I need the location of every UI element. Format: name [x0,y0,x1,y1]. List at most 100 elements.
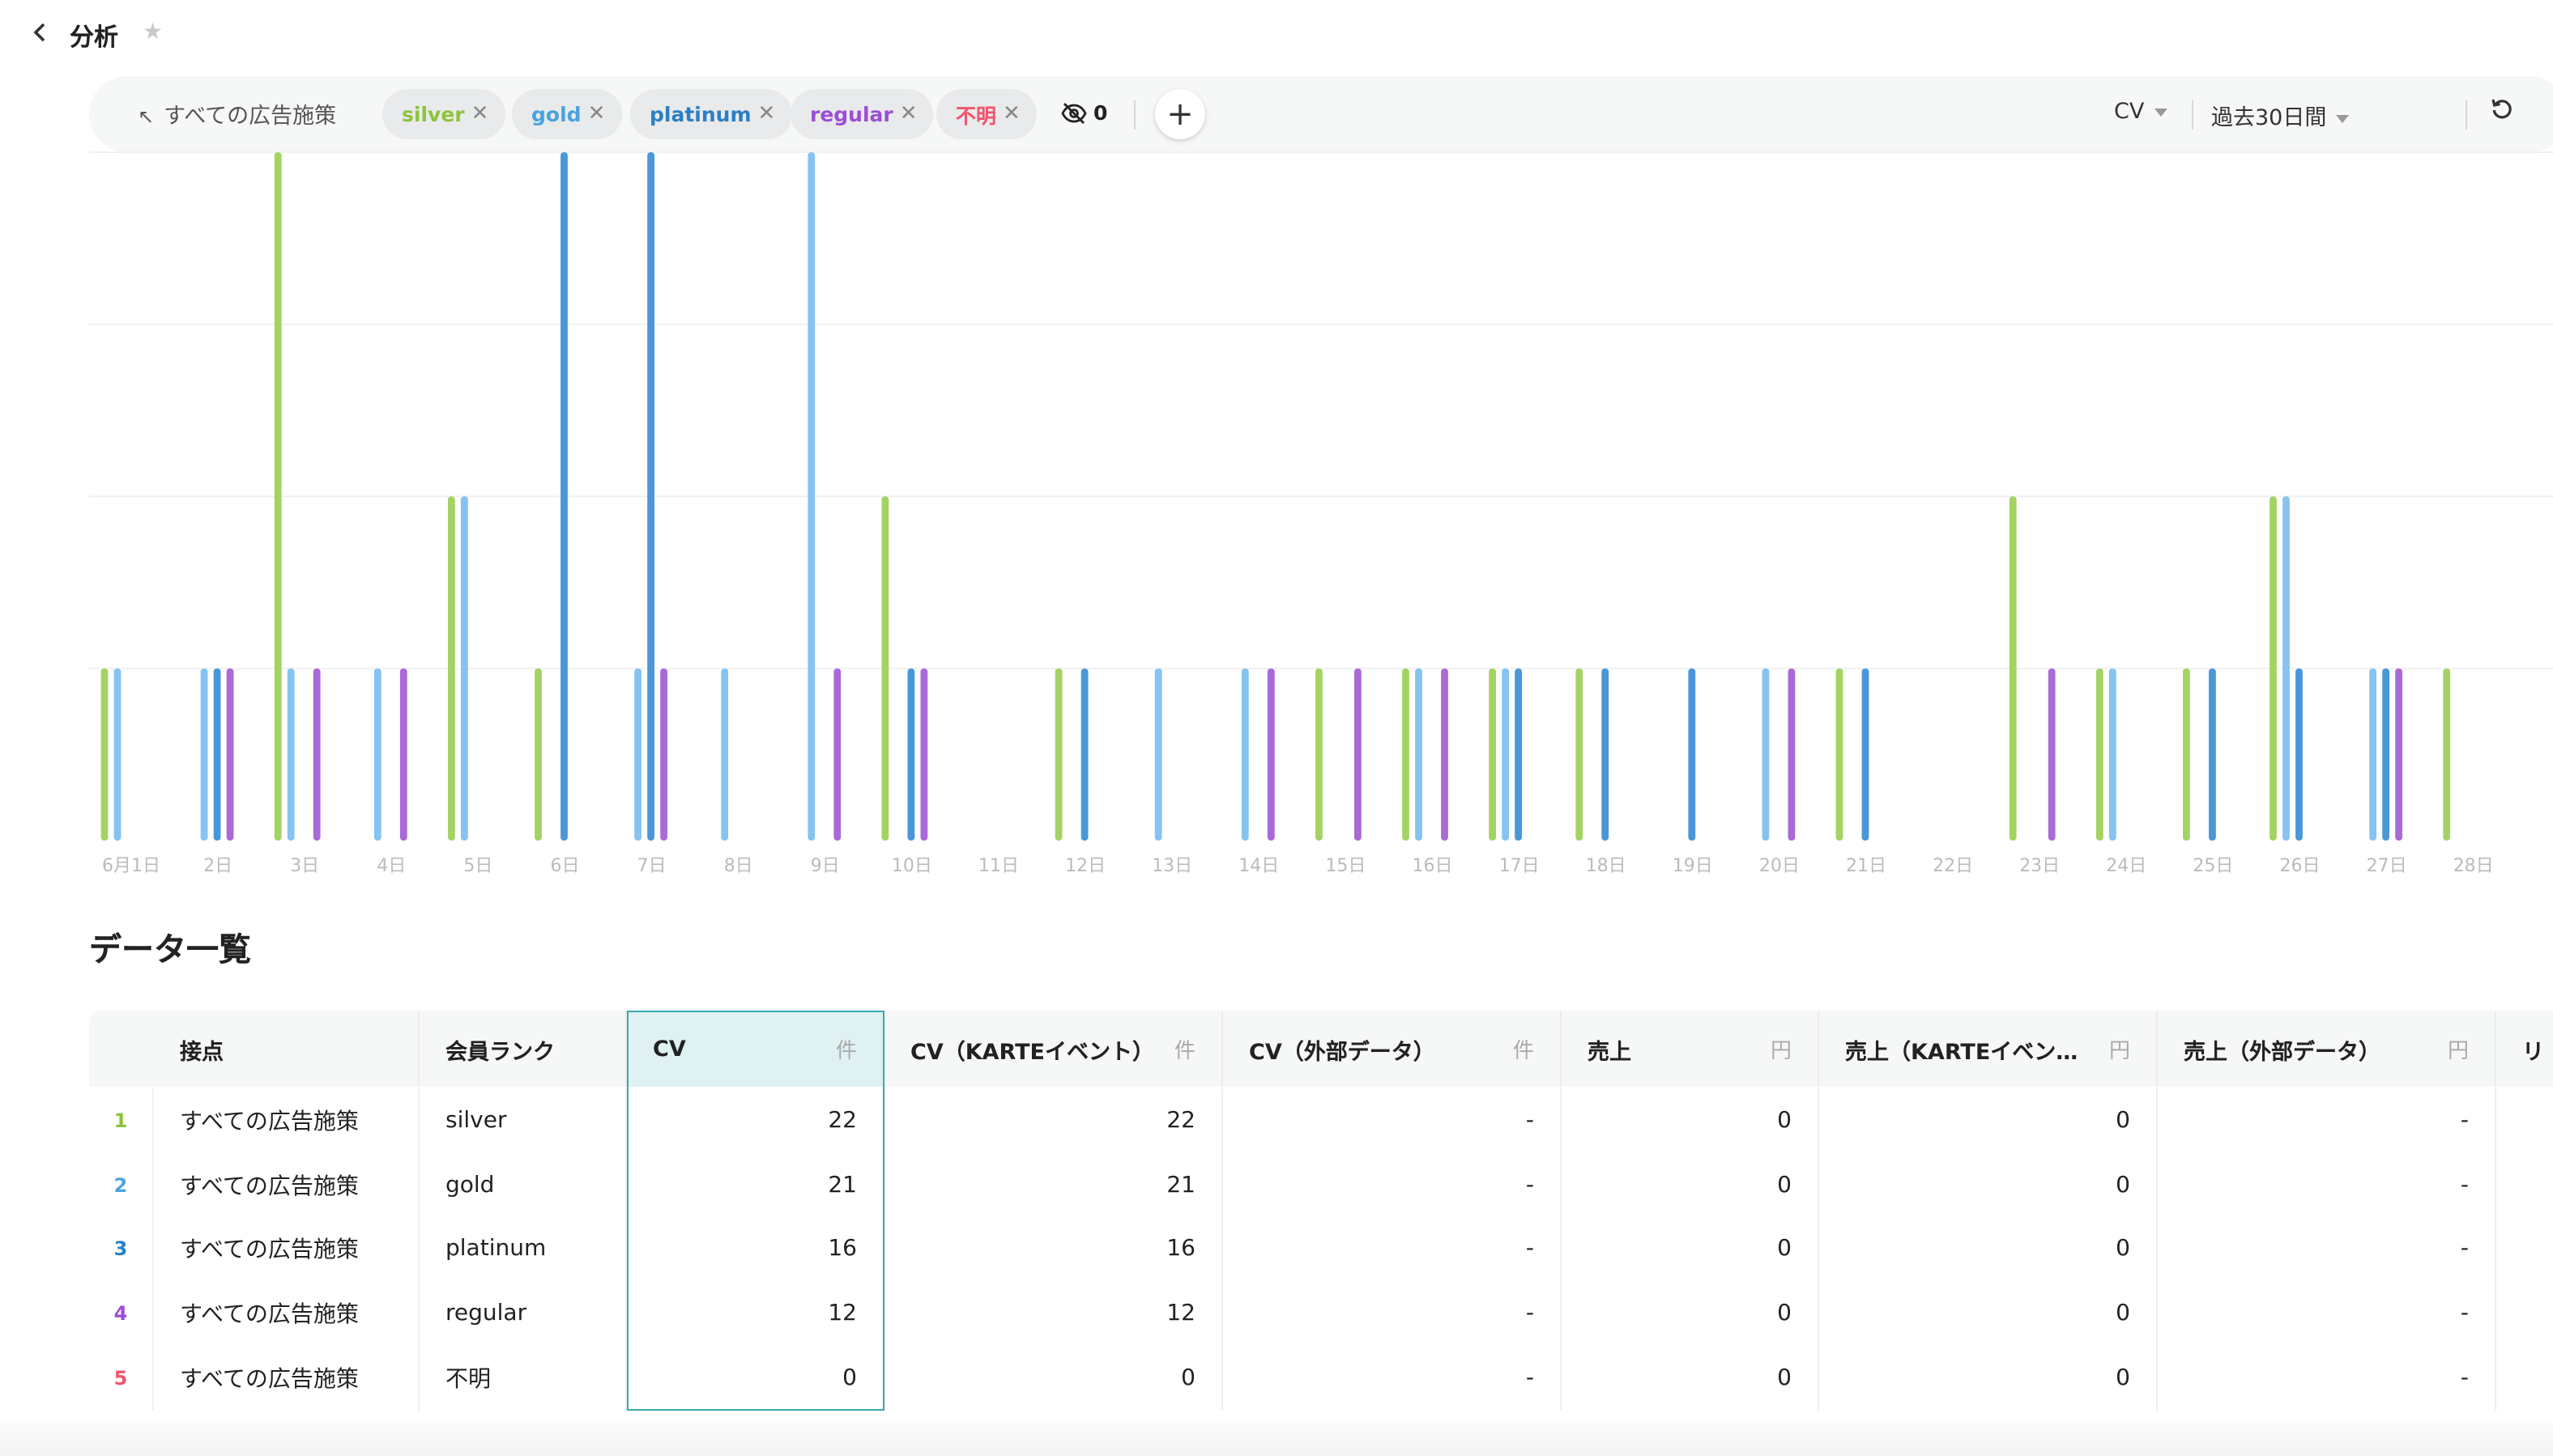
bar-regular[interactable] [226,668,234,841]
scope-filter[interactable]: ↖ すべての広告施策 [138,97,336,130]
bar-gold[interactable] [200,668,208,841]
bar-platinum[interactable] [1601,668,1609,841]
bar-silver[interactable] [2095,668,2103,841]
bar-gold[interactable] [1154,668,1162,841]
table-row[interactable]: 2 すべての広告施策 gold 21 21-0 0- [89,1152,2553,1218]
bar-platinum[interactable] [2382,668,2389,841]
bar-regular[interactable] [399,668,407,841]
bar-platinum[interactable] [1861,668,1869,841]
column-header-cv-external[interactable]: CV（外部データ） 件 [1223,1011,1562,1087]
bar-gold[interactable] [808,152,816,841]
bar-silver[interactable] [2009,496,2017,841]
bar-regular[interactable] [1441,668,1448,841]
x-tick-label: 25日 [2193,856,2233,876]
bar-silver[interactable] [1402,668,1409,841]
table-cell: すべての広告施策 [154,1345,420,1411]
bar-regular[interactable] [2395,668,2402,841]
hidden-series-toggle[interactable]: 0 [1061,100,1107,125]
bar-platinum[interactable] [1688,668,1696,841]
chip-silver[interactable]: silver ✕ [382,89,505,139]
bar-platinum[interactable] [2209,668,2216,841]
bar-platinum[interactable] [1515,668,1522,841]
bar-gold[interactable] [2369,668,2376,841]
bar-silver[interactable] [2270,496,2277,841]
column-header-rank[interactable]: 会員ランク [420,1011,627,1087]
bar-silver[interactable] [1055,668,1063,841]
bar-platinum[interactable] [647,152,654,841]
bar-silver[interactable] [1315,668,1323,841]
bar-gold[interactable] [373,668,381,841]
metric-select[interactable]: CV [2114,99,2167,125]
table-row[interactable]: 3 すべての広告施策 platinum 16 16-0 0- [89,1216,2553,1282]
reset-icon[interactable] [2490,97,2514,128]
bar-silver[interactable] [1489,668,1496,841]
close-icon[interactable]: ✕ [757,102,776,126]
bar-platinum[interactable] [213,668,221,841]
column-header-sales[interactable]: 売上 円 [1562,1011,1819,1087]
bar-gold[interactable] [1502,668,1509,841]
chip-unknown[interactable]: 不明 ✕ [936,89,1037,139]
bar-regular[interactable] [1788,668,1796,841]
close-icon[interactable]: ✕ [471,102,489,126]
bar-gold[interactable] [287,668,295,841]
bar-regular[interactable] [833,668,842,841]
chip-gold[interactable]: gold ✕ [512,89,622,139]
bar-silver[interactable] [1835,668,1843,841]
bar-gold[interactable] [1241,668,1249,841]
table-row[interactable]: 5 すべての広告施策 不明 0 0-0 0- [89,1345,2553,1411]
bar-silver[interactable] [100,668,109,841]
bar-gold[interactable] [634,668,641,841]
bar-gold[interactable] [1762,668,1770,841]
table-cell: gold [420,1152,627,1218]
close-icon[interactable]: ✕ [899,102,918,126]
chip-platinum[interactable]: platinum ✕ [630,89,792,139]
bar-gold[interactable] [113,668,121,841]
bar-regular[interactable] [313,668,321,841]
bar-platinum[interactable] [907,668,915,841]
column-header-cv-karte[interactable]: CV（KARTEイベント） 件 [884,1011,1223,1087]
bar-silver[interactable] [2443,668,2451,841]
favorite-star-icon[interactable]: ★ [143,19,164,45]
table-cell: - [1223,1152,1562,1218]
back-chevron-icon[interactable] [32,19,55,52]
table-row[interactable]: 4 すべての広告施策 regular 12 12-0 0- [89,1281,2553,1347]
chip-regular[interactable]: regular ✕ [791,89,934,139]
bar-silver[interactable] [2183,668,2190,841]
bar-silver[interactable] [535,668,542,841]
bar-silver[interactable] [274,152,282,841]
table-cell: 0 [1819,1345,2158,1411]
column-header-sales-external[interactable]: 売上（外部データ） 円 [2158,1011,2496,1087]
bar-gold[interactable] [2108,668,2116,841]
bar-gold[interactable] [1415,668,1422,841]
bar-gold[interactable] [721,668,729,841]
bar-silver[interactable] [1575,668,1583,841]
bar-platinum[interactable] [1080,668,1089,841]
x-tick-label: 23日 [2019,856,2060,876]
x-tick-label: 15日 [1325,856,1366,876]
table-row[interactable]: 1 すべての広告施策 silver 22 22-0 0- [89,1088,2553,1153]
column-header-sales-karte[interactable]: 売上（KARTEイベン… 円 [1819,1011,2158,1087]
table-cell: 21 [627,1152,884,1218]
column-header-cv[interactable]: CV 件 [627,1011,884,1087]
bar-gold[interactable] [461,496,468,841]
close-icon[interactable]: ✕ [587,102,606,126]
bar-regular[interactable] [1354,668,1362,841]
x-tick-label: 9日 [811,856,840,876]
bar-silver[interactable] [881,496,889,841]
bar-platinum[interactable] [2295,668,2303,841]
add-filter-button[interactable]: + [1155,89,1205,139]
period-select[interactable]: 過去30日間 [2211,99,2350,131]
x-tick-label: 28日 [2453,856,2494,876]
close-icon[interactable]: ✕ [1003,102,1021,126]
column-header-touchpoint[interactable]: 接点 [154,1011,420,1087]
column-header-truncated[interactable]: リ [2496,1011,2553,1087]
bar-regular[interactable] [1267,668,1275,841]
bar-regular[interactable] [660,668,667,841]
bar-platinum[interactable] [560,152,568,841]
bar-gold[interactable] [2282,496,2290,841]
table-cell: 16 [627,1216,884,1282]
x-tick-label: 26日 [2280,856,2321,876]
bar-regular[interactable] [920,668,928,841]
bar-silver[interactable] [448,496,455,841]
bar-regular[interactable] [2048,668,2056,841]
